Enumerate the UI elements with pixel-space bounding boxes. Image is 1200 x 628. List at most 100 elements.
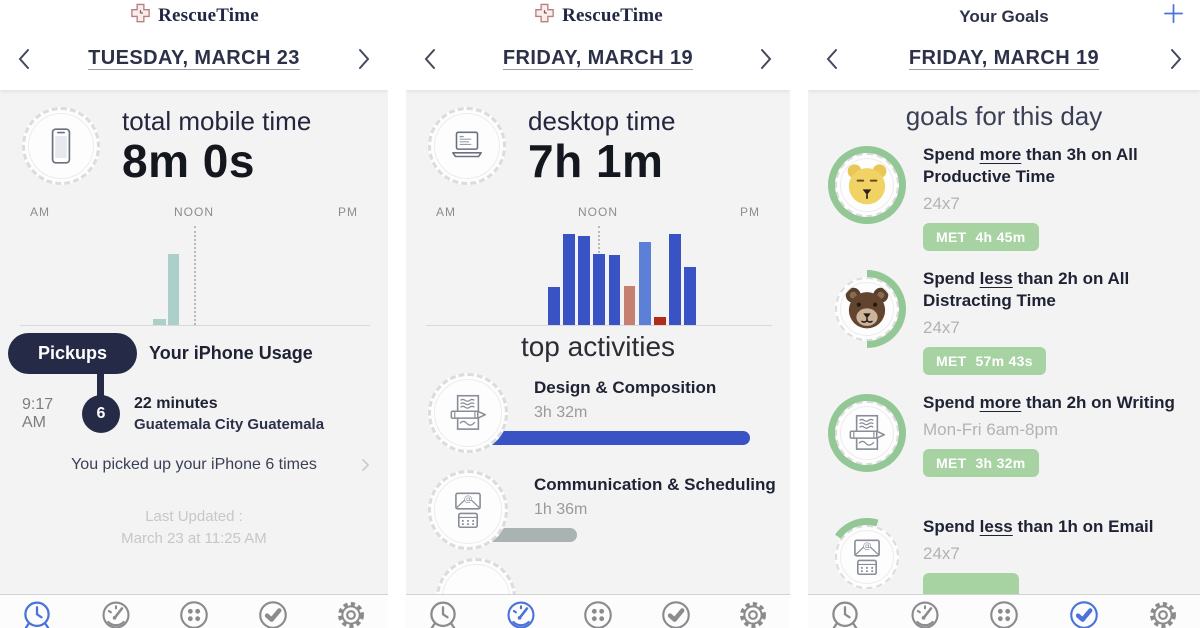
activity-row[interactable]: Communication & Scheduling 1h 36m [428, 470, 790, 551]
goals-screen: Your Goals FRIDAY, MARCH 19 goals for th… [808, 0, 1200, 628]
add-goal-button[interactable] [1163, 3, 1184, 27]
axis-am: AM [436, 205, 456, 220]
gear-icon [740, 602, 766, 628]
rescuetime-logo-icon [535, 3, 554, 23]
mobile-usage-chart [0, 224, 388, 327]
pickups-title: Your iPhone Usage [149, 343, 313, 364]
last-updated-line1: Last Updated : [145, 508, 243, 526]
goal-progress-ring [828, 394, 906, 472]
nav-item-goals[interactable] [657, 595, 695, 628]
goal-icon-badge [835, 525, 899, 589]
nav-item-categories[interactable] [579, 595, 617, 628]
activity-row[interactable]: Design & Composition 3h 32m [428, 373, 790, 454]
pickup-count-badge: 6 [82, 395, 120, 434]
top-activities-title: top activities [520, 331, 676, 363]
chart-bar [152, 319, 166, 326]
summary-value: 8m 0s [122, 135, 255, 187]
activity-icon-badge [428, 373, 508, 454]
rescuetime-logo-text: RescueTime [158, 5, 259, 26]
apps-icon [180, 601, 208, 628]
chart-bar [608, 254, 621, 326]
last-updated: Last Updated : March 23 at 11:25 AM [0, 506, 388, 550]
goal-text: Spend less than 1h on Email [923, 517, 1154, 536]
activity-icon-badge-clipped [436, 558, 516, 595]
pickups-pill[interactable]: Pickups [8, 333, 138, 375]
nav-item-settings[interactable] [1144, 595, 1182, 628]
prev-day-chevron-icon[interactable] [824, 47, 840, 71]
clock-icon [430, 601, 456, 628]
page-title: Your Goals [959, 7, 1049, 26]
goal-progress-ring [828, 518, 906, 595]
gauge-icon [910, 601, 939, 628]
desktop-usage-chart [406, 224, 790, 327]
axis-am: AM [30, 205, 50, 220]
date-label[interactable]: TUESDAY, MARCH 23 [88, 47, 300, 69]
date-label[interactable]: FRIDAY, MARCH 19 [502, 47, 694, 69]
chart-bar [684, 267, 696, 326]
nav-item-goals[interactable] [1065, 595, 1103, 628]
rescuetime-logo-text: RescueTime [562, 5, 663, 26]
goals-header: Your Goals FRIDAY, MARCH 19 [808, 0, 1200, 90]
goal-schedule: Mon-Fri 6am-8pm [923, 420, 1059, 440]
goal-progress-ring [828, 146, 906, 224]
pickup-summary-link[interactable]: You picked up your iPhone 6 times [0, 456, 388, 474]
chart-baseline [20, 325, 370, 327]
activity-progress-bar [486, 528, 577, 543]
rescuetime-logo-icon [131, 3, 150, 23]
goal-row[interactable]: Spend less than 2h on All Distracting Ti… [828, 266, 1200, 376]
nav-item-time-log[interactable] [18, 595, 56, 628]
nav-item-time-log[interactable] [826, 595, 864, 628]
nav-item-settings[interactable] [332, 595, 370, 628]
mobile-day-screen: RescueTime TUESDAY, MARCH 23 total mobil… [0, 0, 388, 628]
gauge-icon [506, 601, 535, 628]
goal-text: Spend less than 2h on All Distracting Ti… [923, 269, 1130, 311]
apps-icon [990, 601, 1018, 628]
desktop-content: desktop time 7h 1m AM NOON PM top activi… [406, 90, 790, 595]
date-navigation: TUESDAY, MARCH 23 [0, 27, 388, 90]
axis-pm: PM [740, 205, 760, 220]
nav-item-categories[interactable] [175, 595, 213, 628]
writing-icon [849, 414, 886, 450]
goal-icon-badge [835, 401, 899, 465]
next-day-chevron-icon[interactable] [356, 47, 372, 71]
prev-day-chevron-icon[interactable] [16, 47, 32, 71]
time-axis: AM NOON PM [0, 205, 388, 219]
time-axis: AM NOON PM [406, 205, 790, 219]
chart-bar [623, 285, 636, 326]
chart-bar [669, 233, 681, 326]
activity-progress-bar [486, 431, 751, 446]
nav-item-categories[interactable] [985, 595, 1023, 628]
goal-row[interactable]: Spend more than 3h on All Productive Tim… [828, 142, 1200, 252]
noon-marker-line [194, 226, 196, 326]
check-icon [659, 598, 693, 628]
goal-row[interactable]: Spend less than 1h on Email 24x7 [828, 514, 1200, 595]
activity-duration: 3h 32m [534, 404, 588, 422]
mobile-time-summary: total mobile time 8m 0s [0, 90, 388, 185]
nav-item-dashboard[interactable] [906, 595, 944, 628]
pickup-entry[interactable]: 9:17 AM 6 22 minutes Guatemala City Guat… [0, 395, 388, 434]
next-day-chevron-icon[interactable] [758, 47, 774, 71]
prev-day-chevron-icon[interactable] [422, 47, 438, 71]
goal-met-badge: MET 4h 45m [923, 223, 1039, 252]
nav-item-time-log[interactable] [424, 595, 462, 628]
pickup-summary-text: You picked up your iPhone 6 times [71, 456, 317, 474]
goal-row[interactable]: Spend more than 2h on Writing Mon-Fri 6a… [828, 390, 1200, 500]
nav-item-dashboard[interactable] [502, 595, 540, 628]
chart-bar [639, 241, 651, 326]
gear-icon [338, 602, 364, 628]
pickups-connector-line [97, 372, 104, 397]
pickups-header: Pickups Your iPhone Usage [0, 333, 388, 375]
nav-item-dashboard[interactable] [97, 595, 135, 628]
axis-pm: PM [338, 205, 358, 220]
chart-bar [168, 253, 179, 326]
details-chevron-icon [362, 459, 370, 472]
desktop-time-summary: desktop time 7h 1m [406, 90, 790, 185]
next-day-chevron-icon[interactable] [1168, 47, 1184, 71]
summary-label: total mobile time [122, 106, 312, 136]
desktop-day-screen: RescueTime FRIDAY, MARCH 19 desktop time… [406, 0, 790, 628]
nav-item-goals[interactable] [254, 595, 292, 628]
date-label[interactable]: FRIDAY, MARCH 19 [908, 47, 1100, 69]
phone-icon-badge [22, 106, 100, 185]
goal-schedule: 24x7 [923, 194, 960, 214]
nav-item-settings[interactable] [734, 595, 772, 628]
